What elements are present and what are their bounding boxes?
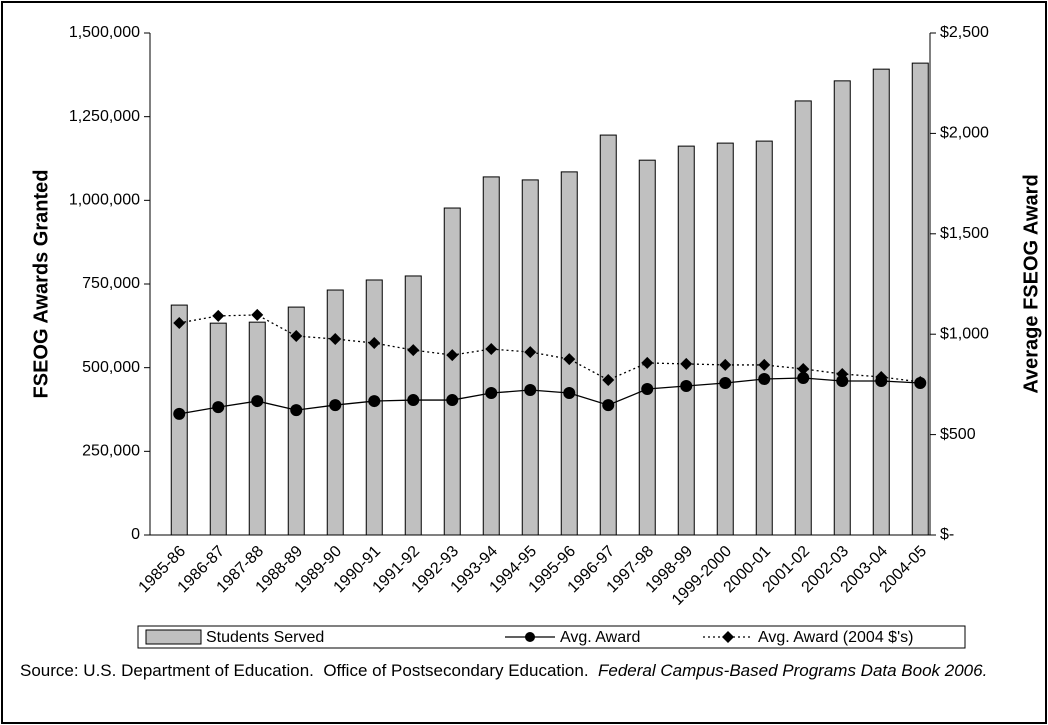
point: [446, 394, 459, 407]
y-tick-label: 250,000: [82, 443, 140, 460]
bar: [326, 289, 344, 536]
point: [836, 367, 849, 380]
point: [290, 404, 303, 417]
legend-swatch: [145, 629, 202, 645]
bar: [716, 142, 734, 536]
source-text: Source: U.S. Department of Education. Of…: [20, 661, 598, 680]
point: [212, 401, 225, 414]
y-tick-label: 1,000,000: [69, 192, 140, 209]
point: [173, 316, 186, 329]
point: [446, 349, 459, 362]
point: [173, 407, 186, 420]
bar: [365, 279, 383, 536]
point: [797, 362, 810, 375]
point: [758, 372, 771, 385]
bar: [248, 321, 266, 536]
point: [641, 383, 654, 396]
source-title: Federal Campus-Based Programs Data Book …: [598, 661, 988, 680]
point: [641, 356, 654, 369]
point: [485, 343, 498, 356]
y2-tick-label: $1,000: [940, 325, 989, 342]
y-axis-title: FSEOG Awards Granted: [30, 170, 52, 399]
point: [836, 374, 849, 387]
bar: [443, 207, 461, 536]
bar: [599, 134, 617, 536]
y2-tick-label: $2,000: [940, 125, 989, 142]
y-tick-label: 750,000: [82, 275, 140, 292]
y-tick-label: 500,000: [82, 359, 140, 376]
point: [329, 333, 342, 346]
y2-tick-label: $-: [940, 526, 954, 543]
y2-tick-label: $1,500: [940, 225, 989, 242]
legend-label: Avg. Award (2004 $'s): [758, 629, 913, 646]
point: [875, 370, 888, 383]
point: [329, 399, 342, 412]
bar: [833, 80, 851, 536]
point: [212, 309, 225, 322]
point: [524, 346, 537, 359]
y2-tick-label: $500: [940, 426, 976, 443]
point: [524, 384, 537, 397]
bar: [911, 62, 929, 536]
point: [602, 373, 615, 386]
legend-marker: [525, 632, 535, 642]
point: [368, 337, 381, 350]
y-tick-label: 0: [131, 526, 140, 543]
y2-axis-title: Average FSEOG Award: [1020, 174, 1042, 393]
point: [680, 380, 693, 393]
point: [485, 387, 498, 400]
point: [680, 357, 693, 370]
point: [719, 358, 732, 371]
y-tick-label: 1,250,000: [69, 108, 140, 125]
legend-marker: [722, 631, 734, 643]
bar: [638, 159, 656, 536]
legend-label: Avg. Award: [560, 629, 640, 646]
y2-tick-label: $2,500: [940, 24, 989, 41]
bar: [872, 68, 890, 536]
legend-label: Students Served: [206, 629, 324, 646]
point: [602, 399, 615, 412]
bar: [677, 145, 695, 536]
point: [368, 395, 381, 408]
point: [290, 330, 303, 343]
legend-box: [137, 625, 966, 649]
point: [563, 353, 576, 366]
point: [914, 375, 927, 388]
bar: [170, 304, 188, 536]
point: [758, 358, 771, 371]
point: [251, 308, 264, 321]
bar: [482, 176, 500, 536]
point: [797, 371, 810, 384]
bar: [755, 140, 773, 536]
point: [251, 395, 264, 408]
point: [719, 376, 732, 389]
point: [563, 387, 576, 400]
y-tick-label: 1,500,000: [69, 24, 140, 41]
point: [407, 394, 420, 407]
source: Source: U.S. Department of Education. Of…: [20, 659, 1020, 683]
bar: [287, 306, 305, 536]
line: [179, 377, 921, 415]
bar: [209, 322, 227, 536]
point: [407, 344, 420, 357]
bar: [794, 100, 812, 536]
